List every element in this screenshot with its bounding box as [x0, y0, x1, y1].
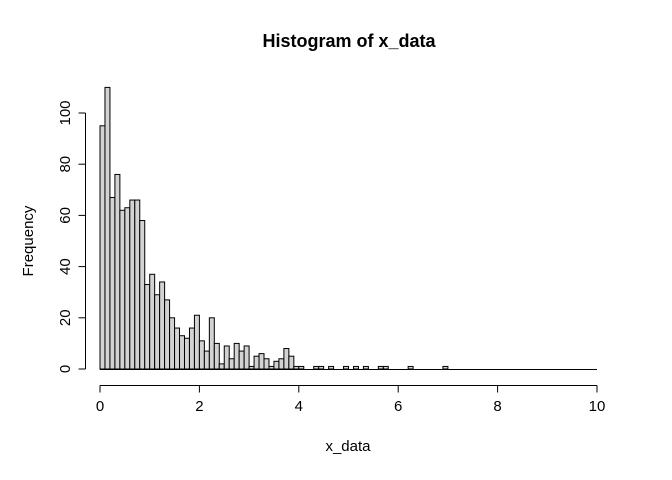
histogram-bar	[293, 365, 300, 370]
histogram-bar	[159, 281, 166, 370]
histogram-bar	[283, 348, 290, 370]
histogram-bar	[362, 365, 369, 370]
histogram-bar	[208, 317, 215, 370]
histogram-bar	[248, 365, 255, 370]
histogram-bar	[343, 365, 349, 370]
histogram-bar	[99, 125, 106, 370]
histogram-bar	[278, 358, 285, 370]
x-tick-label: 8	[493, 398, 501, 415]
histogram-bar	[288, 355, 295, 370]
bars-group	[99, 86, 597, 370]
y-tick-label: 80	[57, 156, 74, 173]
y-tick-label: 60	[57, 207, 74, 224]
histogram-bar	[114, 173, 121, 370]
histogram-bar	[174, 327, 181, 370]
histogram-bar	[377, 365, 384, 370]
histogram-bar	[164, 299, 171, 370]
y-tick-label: 40	[57, 258, 74, 275]
y-tick-label: 20	[57, 309, 74, 326]
histogram-bar	[218, 363, 225, 370]
x-tick-label: 2	[195, 398, 203, 415]
histogram-bar	[193, 314, 200, 370]
histogram-bar	[124, 207, 131, 370]
histogram-bar	[233, 342, 240, 370]
histogram-bar	[228, 358, 235, 370]
histogram-bar	[223, 345, 230, 370]
histogram-bar	[238, 350, 245, 370]
histogram-bar	[139, 220, 146, 370]
histogram-bar	[253, 355, 260, 370]
histogram-bar	[352, 365, 359, 370]
histogram-bar	[263, 358, 270, 370]
histogram-bar	[198, 340, 205, 370]
y-axis-label: Frequency	[20, 205, 37, 276]
histogram-bar	[442, 365, 449, 370]
x-tick-label: 0	[96, 398, 104, 415]
histogram-bar	[273, 360, 280, 370]
y-tick-label: 0	[57, 365, 74, 373]
histogram-bar	[382, 365, 389, 370]
histogram-bar	[104, 86, 111, 370]
histogram-bar	[183, 337, 190, 370]
y-tick-label: 100	[57, 100, 74, 125]
histogram-bar	[119, 209, 126, 370]
x-tick-label: 4	[295, 398, 303, 415]
histogram-bar	[258, 353, 265, 370]
histogram-bar	[169, 317, 176, 370]
histogram-bar	[179, 335, 185, 370]
histogram-bar	[313, 365, 320, 370]
x-tick-label: 6	[394, 398, 402, 415]
histogram-bar	[407, 365, 414, 370]
histogram-bar	[203, 350, 210, 370]
histogram-bar	[188, 327, 195, 370]
plot-title: Histogram of x_data	[262, 31, 436, 51]
histogram-bar	[328, 365, 335, 370]
x-axis: 0 2 4 6 8 10	[96, 385, 606, 415]
histogram-bar	[243, 345, 250, 370]
histogram-bar	[213, 342, 220, 370]
histogram-bar	[318, 365, 325, 370]
histogram-bar	[109, 196, 116, 370]
x-tick-label: 10	[589, 398, 606, 415]
histogram-bar	[298, 365, 305, 370]
histogram-bar	[149, 273, 156, 370]
y-axis: 0 20 40 60 80 100	[57, 100, 86, 373]
x-axis-label: x_data	[325, 438, 371, 455]
histogram-bar	[144, 284, 151, 370]
histogram-bar	[154, 294, 161, 370]
histogram-bar	[268, 365, 275, 370]
histogram-bar	[129, 199, 136, 370]
histogram-bar	[134, 199, 141, 370]
